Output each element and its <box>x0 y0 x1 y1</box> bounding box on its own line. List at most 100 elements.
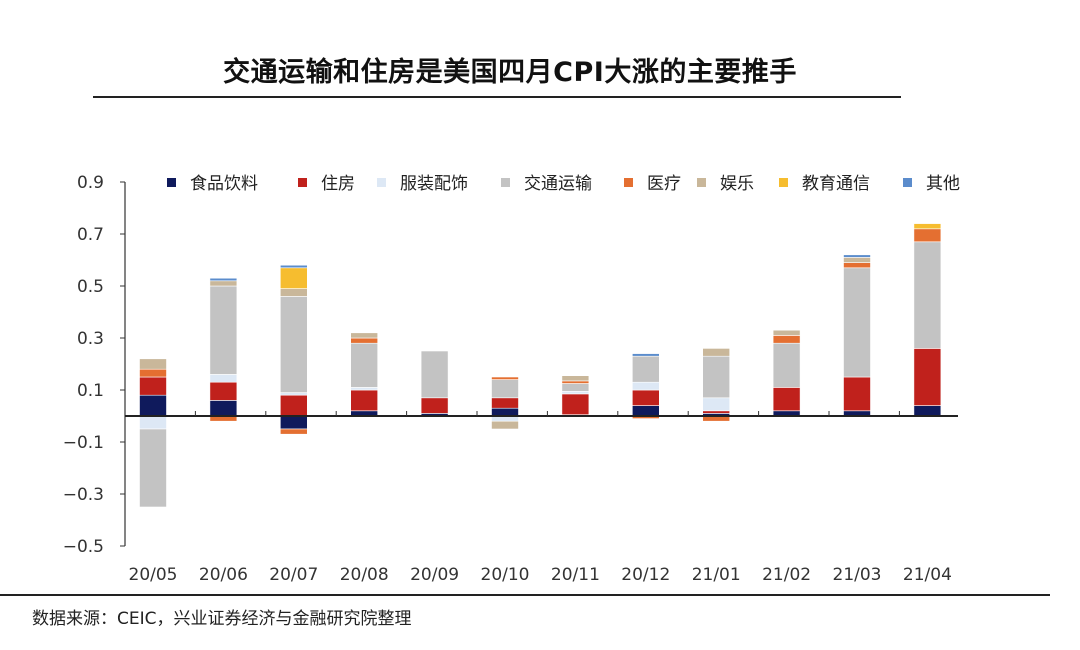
bar-stack-20-09 <box>420 350 449 417</box>
x-tick-label: 20/12 <box>621 565 670 585</box>
bar-segment <box>561 393 590 415</box>
legend-label: 住房 <box>321 174 355 194</box>
legend-label: 其他 <box>926 174 960 194</box>
bar-stack-20-11 <box>561 375 590 417</box>
bar-segment <box>279 428 308 435</box>
bar-segment <box>913 405 942 417</box>
x-tick-label: 20/05 <box>129 565 178 585</box>
bar-segment <box>209 277 238 282</box>
bar-segment <box>279 296 308 393</box>
x-tick-label: 20/08 <box>340 565 389 585</box>
x-tick-label: 21/02 <box>762 565 811 585</box>
bar-segment <box>350 389 379 412</box>
bars <box>139 223 942 508</box>
legend-swatch <box>697 178 706 187</box>
bar-segment <box>561 390 590 395</box>
legend-label: 教育通信 <box>802 174 870 194</box>
bar-segment <box>631 381 660 391</box>
bar-segment <box>491 407 519 417</box>
bar-segment <box>491 397 519 409</box>
bar-segment <box>279 288 308 297</box>
title-underline <box>93 96 901 98</box>
legend-swatch <box>903 178 912 187</box>
bar-segment <box>913 348 942 406</box>
bar-segment <box>702 410 731 414</box>
x-tick-label: 20/10 <box>481 565 530 585</box>
bar-segment <box>350 332 379 339</box>
bar-segment <box>913 228 942 243</box>
bar-segment <box>772 329 801 336</box>
y-tick-label: 0.3 <box>77 329 104 349</box>
bar-segment <box>913 223 942 230</box>
bar-segment <box>209 381 238 401</box>
bar-stack-21-03 <box>843 254 871 417</box>
bar-segment <box>772 335 801 344</box>
x-tick-label: 20/06 <box>199 565 248 585</box>
bar-segment <box>420 397 449 414</box>
y-tick-label: 0.7 <box>77 225 104 245</box>
footer-divider <box>0 594 1050 596</box>
legend-item: 食品饮料 <box>167 174 258 194</box>
y-tick-label: 0.5 <box>77 277 104 297</box>
source-note: 数据来源：CEIC，兴业证券经济与金融研究院整理 <box>32 609 412 629</box>
bar-segment <box>631 355 660 383</box>
bar-segment <box>561 375 590 382</box>
bar-stack-20-08 <box>350 332 379 417</box>
x-tick-label: 21/01 <box>692 565 741 585</box>
legend-label: 服装配饰 <box>400 174 468 194</box>
x-tick-label: 20/11 <box>551 565 600 585</box>
bar-segment <box>631 389 660 406</box>
bar-segment <box>139 368 167 378</box>
x-tick-label: 20/09 <box>410 565 459 585</box>
bar-segment <box>631 405 660 417</box>
legend-swatch <box>377 178 386 187</box>
bar-segment <box>561 383 590 392</box>
bar-segment <box>702 397 731 412</box>
bar-segment <box>350 342 379 388</box>
bar-segment <box>139 358 167 370</box>
legend-swatch <box>167 178 176 187</box>
stacked-bar-chart: 食品饮料 住房 服装配饰 交通运输 医疗 娱乐 教育通信 其他 0.9 0.7 0.5 0.3 0.1… <box>63 173 960 585</box>
bar-segment <box>843 257 871 263</box>
bar-segment <box>209 374 238 383</box>
bar-segment <box>209 285 238 375</box>
bar-segment <box>843 376 871 412</box>
bar-segment <box>913 241 942 349</box>
legend-item: 服装配饰 <box>377 174 468 194</box>
bar-segment <box>350 337 379 344</box>
legend-label: 娱乐 <box>720 174 754 194</box>
bar-segment <box>139 394 167 417</box>
legend-label: 医疗 <box>647 174 681 194</box>
bar-segment <box>279 415 308 430</box>
y-tick-label: −0.1 <box>63 433 104 453</box>
x-axis: 20/05 20/06 20/07 20/08 20/09 20/10 20/11 20/12… <box>129 565 952 585</box>
legend-item: 娱乐 <box>697 174 754 194</box>
legend-item: 其他 <box>903 174 960 194</box>
bar-segment <box>279 264 308 269</box>
bar-segment <box>772 387 801 412</box>
legend-item: 交通运输 <box>501 174 592 194</box>
y-tick-label: −0.3 <box>63 485 104 505</box>
x-tick-label: 21/04 <box>903 565 952 585</box>
bar-segment <box>491 376 519 380</box>
bar-stack-20-06 <box>209 277 238 422</box>
bar-segment <box>491 379 519 399</box>
bar-stack-21-04 <box>913 223 942 417</box>
bar-segment <box>702 355 731 399</box>
y-tick-label: −0.5 <box>63 537 104 557</box>
bar-segment <box>279 392 308 396</box>
zero-line <box>125 411 958 417</box>
legend-swatch <box>298 178 307 187</box>
bar-segment <box>843 254 871 258</box>
bar-segment <box>420 350 449 399</box>
y-axis: 0.9 0.7 0.5 0.3 0.1 −0.1 −0.3 −0.5 <box>63 173 126 557</box>
x-tick-label: 21/03 <box>833 565 882 585</box>
bar-stack-20-05 <box>139 358 167 508</box>
bar-segment <box>491 420 519 430</box>
bar-stack-21-02 <box>772 329 801 417</box>
bar-segment <box>561 380 590 384</box>
bar-segment <box>350 387 379 391</box>
bar-segment <box>209 400 238 417</box>
bar-stack-20-07 <box>279 264 308 435</box>
legend: 食品饮料 住房 服装配饰 交通运输 医疗 娱乐 教育通信 其他 <box>167 174 960 194</box>
